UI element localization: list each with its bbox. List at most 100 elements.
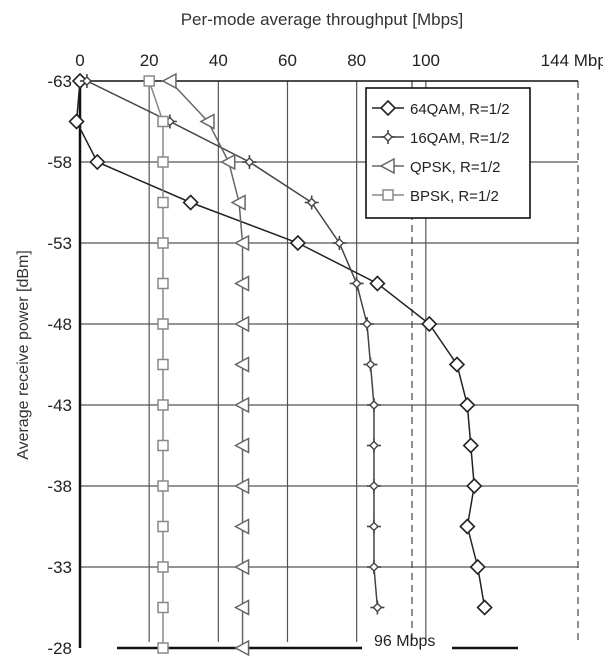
series-1-point-4-c (334, 238, 345, 248)
series-1-point-12-c (368, 562, 379, 572)
series-1-point-8-c (368, 400, 379, 410)
legend-marker-1 (381, 130, 395, 144)
y-tick-label-3: -48 (47, 315, 72, 334)
series-1-point-7-c (365, 359, 376, 370)
series-1-point-13 (370, 600, 385, 615)
annotation-0: 96 Mbps (374, 633, 435, 650)
series-0-point-8 (459, 396, 476, 414)
series-1-point-0-c (81, 76, 92, 86)
series-1-point-6-c (362, 319, 373, 329)
legend-label-0: 64QAM, R=1/2 (410, 101, 510, 118)
series-3-point-4 (157, 237, 169, 249)
series-1-point-9 (366, 438, 381, 453)
x-tick-label-2: 40 (209, 51, 228, 70)
series-2-point-1 (199, 113, 215, 130)
series-3-point-14 (157, 642, 169, 654)
series-0-point-7 (448, 356, 466, 373)
x-tick-labels: 0 20 40 60 80 100 144 Mbps (75, 51, 603, 70)
x-tick-label-5: 100 (412, 51, 440, 70)
series-1-point-10 (366, 479, 381, 493)
series-group (68, 72, 493, 657)
series-3-point-5 (157, 277, 169, 290)
series-3-point-3 (157, 196, 169, 209)
series-2-point-13 (233, 599, 250, 616)
series-0-point-10 (466, 477, 483, 495)
series-0-point-9 (462, 437, 479, 454)
series-3-point-1 (157, 115, 169, 128)
series-3-point-2 (157, 156, 169, 168)
series-0-point-5 (369, 275, 386, 292)
series-0-point-13 (476, 599, 493, 616)
series-2-point-4 (233, 234, 250, 252)
series-2-point-9 (233, 437, 250, 454)
series-1-point-13-c (372, 602, 383, 613)
series-2-point-8 (233, 396, 250, 414)
y-tick-labels: -63 -58 -53 -48 -43 -38 -33 -28 (47, 72, 72, 658)
series-2-point-12 (233, 558, 250, 576)
series-1-point-10-c (368, 481, 379, 491)
series-0-point-2 (89, 153, 106, 171)
series-3-point-13 (157, 601, 169, 614)
series-1-point-0 (79, 74, 94, 88)
y-tick-label-2: -53 (47, 234, 72, 253)
series-1-point-11 (366, 519, 381, 534)
series-1-point-12 (366, 560, 381, 574)
series-0-point-11 (459, 518, 476, 535)
series-1-point-3 (304, 195, 319, 210)
series-3 (143, 75, 169, 654)
series-1-point-2 (242, 155, 257, 169)
series-2-point-11 (233, 518, 250, 535)
series-1-point-3-c (306, 197, 317, 208)
y-tick-label-4: -43 (47, 396, 72, 415)
annotations: 96 Mbps (374, 633, 435, 650)
reference-lines (411, 81, 579, 640)
series-3-point-10 (157, 480, 169, 492)
y-tick-label-6: -33 (47, 558, 72, 577)
series-1 (79, 74, 385, 615)
legend-label-1: 16QAM, R=1/2 (410, 130, 510, 147)
series-0-point-6 (421, 315, 438, 333)
series-3-point-6 (157, 318, 169, 330)
series-1-point-5 (349, 276, 364, 291)
series-2-point-0 (161, 72, 177, 90)
y-tick-label-5: -38 (47, 477, 72, 496)
x-tick-label-1: 20 (140, 51, 159, 70)
series-1-point-4 (332, 236, 347, 250)
series-1-point-8 (366, 398, 381, 412)
legend-label-3: BPSK, R=1/2 (410, 188, 499, 205)
series-2-point-2 (220, 153, 236, 171)
chart-title: Per-mode average throughput [Mbps] (181, 10, 464, 29)
y-tick-label-7: -28 (47, 639, 72, 658)
series-2-point-10 (233, 477, 250, 495)
series-2-point-6 (233, 315, 250, 333)
series-1-point-2-c (244, 157, 255, 167)
series-1-point-5-c (351, 278, 362, 289)
series-2-point-3 (230, 194, 246, 211)
legend-marker-3 (382, 189, 394, 201)
series-1-point-9-c (368, 440, 379, 451)
series-2-point-7 (233, 356, 250, 373)
series-3-point-8 (157, 399, 169, 411)
x-tick-label-6: 144 Mbps (541, 51, 603, 70)
x-tick-label-4: 80 (347, 51, 366, 70)
series-3-point-0 (143, 75, 155, 87)
series-0-point-4 (289, 234, 307, 252)
x-tick-label-0: 0 (75, 51, 84, 70)
y-tick-label-0: -63 (47, 72, 72, 91)
series-1-point-6 (360, 317, 375, 331)
series-0-point-1 (68, 113, 85, 130)
legend-marker-1-c (383, 132, 393, 142)
series-0-point-3 (182, 194, 199, 211)
series-3-point-9 (157, 439, 169, 452)
series-3-point-12 (157, 561, 169, 573)
series-0-point-12 (469, 558, 486, 576)
y-axis-label: Average receive power [dBm] (15, 250, 32, 460)
legend: 64QAM, R=1/2 16QAM, R=1/2 QPSK, R=1/2 BPSK,… (365, 87, 531, 219)
x-tick-label-3: 60 (278, 51, 297, 70)
series-2 (161, 72, 250, 657)
y-tick-label-1: -58 (47, 153, 72, 172)
series-2-point-14 (233, 639, 250, 657)
legend-marker-2 (379, 157, 395, 175)
series-3-point-11 (157, 520, 169, 533)
